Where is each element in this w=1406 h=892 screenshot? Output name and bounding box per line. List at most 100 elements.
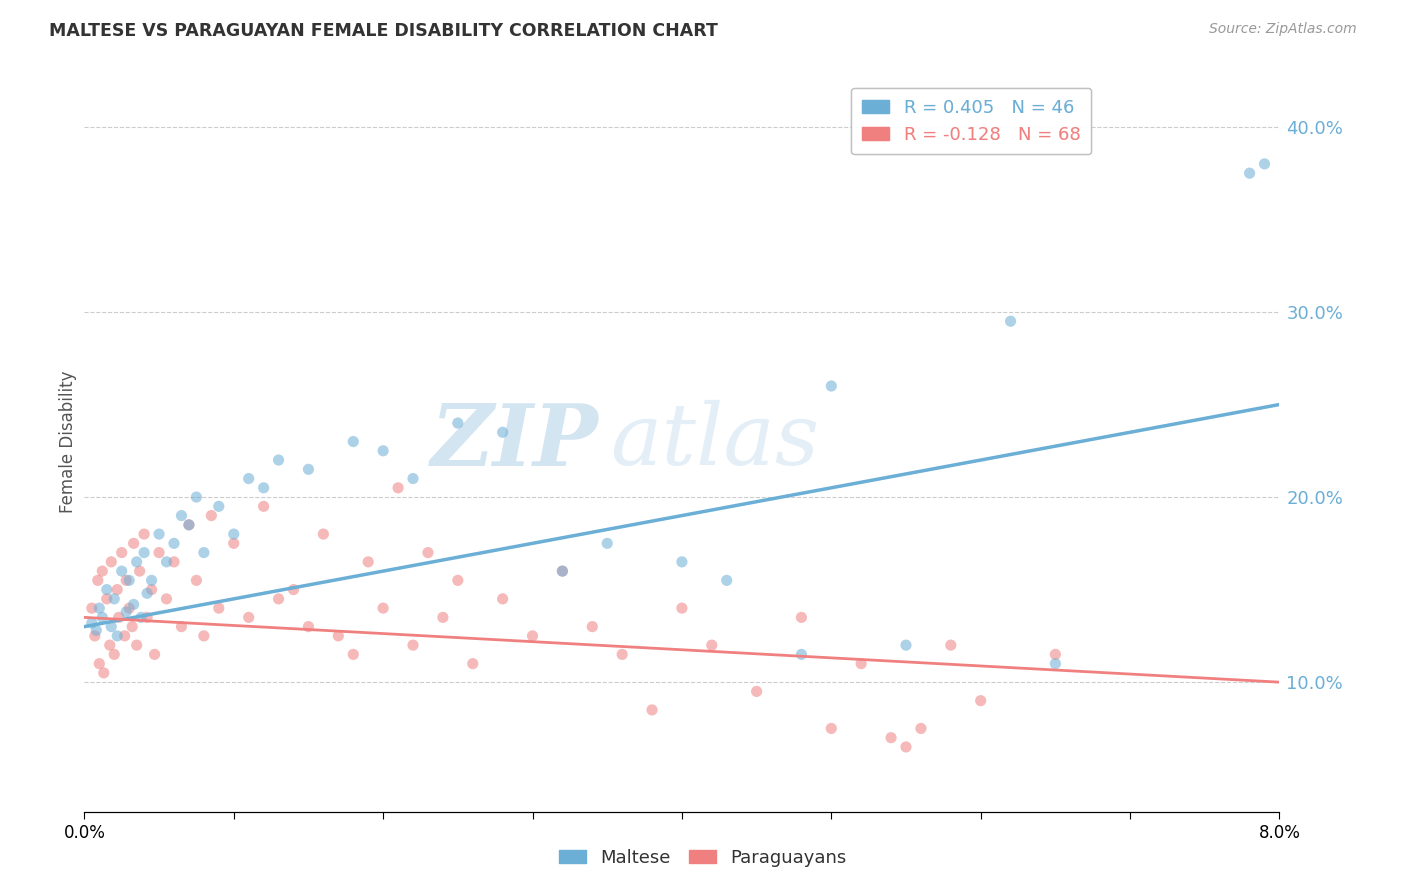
Point xyxy=(208,500,231,514)
Point xyxy=(880,731,903,745)
Point xyxy=(267,453,290,467)
Point xyxy=(790,648,813,662)
Point xyxy=(551,564,574,578)
Point xyxy=(1253,157,1275,171)
Point xyxy=(80,615,103,630)
Point xyxy=(80,601,103,615)
Point xyxy=(939,638,962,652)
Text: ZIP: ZIP xyxy=(430,400,599,483)
Point xyxy=(89,657,111,671)
Point xyxy=(83,629,105,643)
Point xyxy=(136,610,159,624)
Point xyxy=(253,500,276,514)
Point xyxy=(118,574,141,588)
Point xyxy=(122,598,145,612)
Point xyxy=(267,591,290,606)
Point xyxy=(129,610,152,624)
Point xyxy=(671,601,693,615)
Point xyxy=(522,629,544,643)
Point xyxy=(700,638,723,652)
Point xyxy=(96,591,118,606)
Point xyxy=(402,471,425,485)
Point xyxy=(851,657,873,671)
Point xyxy=(186,574,208,588)
Point xyxy=(115,605,138,619)
Point xyxy=(193,545,215,560)
Point xyxy=(283,582,305,597)
Point xyxy=(222,536,245,550)
Point xyxy=(447,574,470,588)
Point xyxy=(716,574,738,588)
Point xyxy=(328,629,350,643)
Point xyxy=(143,648,166,662)
Point xyxy=(820,379,842,393)
Point xyxy=(177,517,200,532)
Point xyxy=(641,703,664,717)
Legend: R = 0.405   N = 46, R = -0.128   N = 68: R = 0.405 N = 46, R = -0.128 N = 68 xyxy=(851,87,1091,154)
Point xyxy=(163,555,186,569)
Point xyxy=(141,582,163,597)
Point xyxy=(238,610,260,624)
Point xyxy=(596,536,619,550)
Point xyxy=(103,591,125,606)
Point xyxy=(222,527,245,541)
Point xyxy=(253,481,276,495)
Point xyxy=(1239,166,1261,180)
Point xyxy=(118,601,141,615)
Point xyxy=(492,425,515,440)
Point xyxy=(170,508,193,523)
Point xyxy=(125,638,148,652)
Point xyxy=(86,624,108,638)
Point xyxy=(492,591,515,606)
Point xyxy=(91,610,114,624)
Point xyxy=(297,462,319,476)
Point xyxy=(155,555,177,569)
Point xyxy=(238,471,260,485)
Point xyxy=(186,490,208,504)
Point xyxy=(125,555,148,569)
Legend: Maltese, Paraguayans: Maltese, Paraguayans xyxy=(553,842,853,874)
Point xyxy=(96,582,118,597)
Point xyxy=(581,619,603,633)
Point xyxy=(136,586,159,600)
Point xyxy=(790,610,813,624)
Point xyxy=(177,517,200,532)
Point xyxy=(910,722,932,736)
Point xyxy=(103,648,125,662)
Point xyxy=(1000,314,1022,328)
Point xyxy=(114,629,136,643)
Point xyxy=(461,657,484,671)
Point xyxy=(155,591,177,606)
Point xyxy=(98,638,121,652)
Point xyxy=(297,619,319,633)
Point xyxy=(416,545,439,560)
Point xyxy=(141,574,163,588)
Point xyxy=(894,638,917,652)
Point xyxy=(107,610,129,624)
Y-axis label: Female Disability: Female Disability xyxy=(59,370,77,513)
Point xyxy=(447,416,470,430)
Point xyxy=(148,545,170,560)
Point xyxy=(170,619,193,633)
Point xyxy=(105,582,128,597)
Point xyxy=(820,722,842,736)
Point xyxy=(357,555,380,569)
Text: atlas: atlas xyxy=(610,401,820,483)
Point xyxy=(342,648,364,662)
Point xyxy=(1045,648,1067,662)
Point xyxy=(100,619,122,633)
Text: Source: ZipAtlas.com: Source: ZipAtlas.com xyxy=(1209,22,1357,37)
Point xyxy=(312,527,335,541)
Point xyxy=(200,508,222,523)
Point xyxy=(100,555,122,569)
Point xyxy=(1045,657,1067,671)
Point xyxy=(193,629,215,643)
Text: MALTESE VS PARAGUAYAN FEMALE DISABILITY CORRELATION CHART: MALTESE VS PARAGUAYAN FEMALE DISABILITY … xyxy=(49,22,718,40)
Point xyxy=(745,684,768,698)
Point xyxy=(87,574,110,588)
Point xyxy=(111,564,134,578)
Point xyxy=(163,536,186,550)
Point xyxy=(93,665,115,680)
Point xyxy=(115,574,138,588)
Point xyxy=(373,601,395,615)
